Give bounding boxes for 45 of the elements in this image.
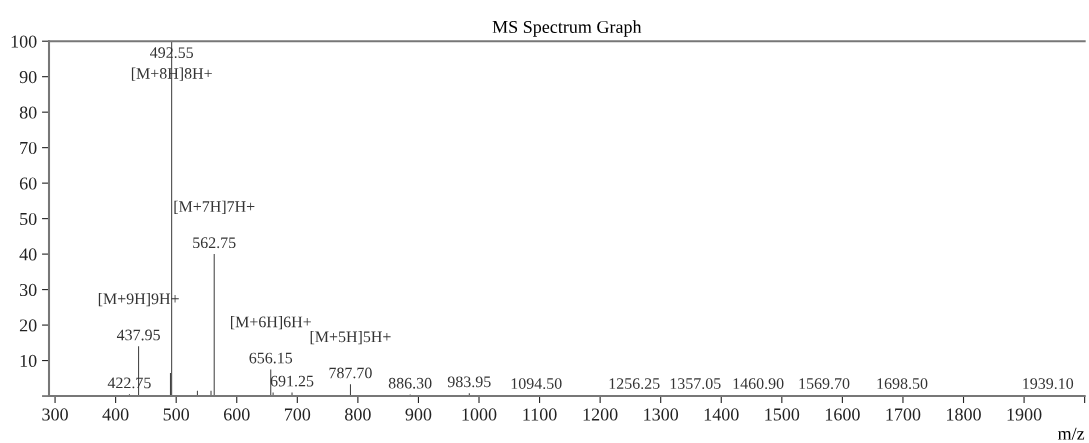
x-tick-label: 1300 — [644, 408, 679, 421]
x-tick-label: 800 — [345, 408, 371, 421]
annotation: 1094.50 — [511, 378, 562, 390]
x-tick-label: 1600 — [825, 408, 860, 421]
y-tick-label: 90 — [19, 70, 37, 84]
x-tick-label: 600 — [223, 408, 250, 421]
y-tick-label: 20 — [19, 319, 37, 332]
x-tick-label: 1500 — [765, 408, 800, 421]
annotation: 1460.90 — [733, 378, 784, 390]
annotation: [M+6H]6H+ — [231, 316, 311, 330]
y-tick-label: 100 — [11, 35, 37, 48]
x-tick-label: 900 — [405, 408, 432, 421]
annotation: 1939.10 — [1023, 378, 1074, 390]
annotation: 1256.25 — [609, 378, 660, 390]
x-tick-label: 1100 — [523, 408, 557, 421]
x-tick-label: 400 — [102, 408, 129, 421]
x-tick-label: 1000 — [462, 408, 497, 421]
x-axis-title: m/z — [1057, 427, 1085, 440]
annotation: [M+7H]7H+ — [174, 200, 255, 214]
y-tick-label: 10 — [20, 354, 37, 367]
y-tick-label: 50 — [20, 212, 37, 226]
annotation: 886.30 — [388, 377, 432, 389]
annotation: 1698.50 — [877, 378, 928, 390]
chart-title: MS Spectrum Graph — [492, 20, 642, 37]
y-tick-label: 80 — [19, 106, 37, 119]
x-tick-label: 1200 — [583, 408, 618, 421]
annotation: 1569.70 — [799, 378, 850, 390]
annotation: 562.75 — [193, 237, 236, 249]
y-tick-label: 60 — [19, 177, 37, 190]
y-tick-label: 40 — [19, 248, 37, 261]
y-tick-label: 30 — [20, 283, 37, 297]
x-tick-label: 500 — [163, 408, 190, 421]
x-tick-label: 1400 — [704, 408, 739, 421]
x-tick-label: 700 — [284, 408, 311, 421]
annotation: 437.95 — [116, 329, 160, 341]
x-tick-label: 1800 — [947, 408, 981, 421]
annotation: [M+5H]5H+ — [310, 330, 391, 345]
x-tick-label: 1700 — [886, 408, 921, 421]
annotation: 787.70 — [329, 367, 372, 379]
annotation: 656.15 — [249, 352, 293, 364]
annotation: 1357.05 — [670, 378, 721, 390]
x-tick-label: 1900 — [1007, 408, 1042, 421]
annotation: 983.95 — [447, 376, 491, 388]
y-tick-label: 70 — [20, 141, 37, 155]
x-tick-label: 300 — [42, 408, 68, 421]
